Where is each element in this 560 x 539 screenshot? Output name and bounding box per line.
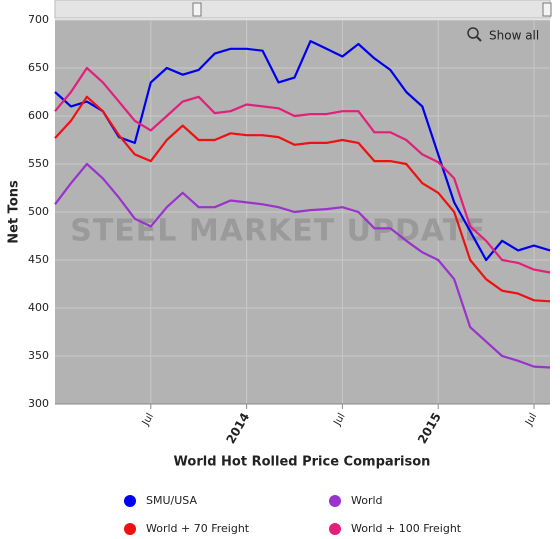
chart-title: World Hot Rolled Price Comparison bbox=[174, 455, 431, 470]
legend-item[interactable]: SMU/USA bbox=[124, 494, 197, 507]
x-tick-label: 2015 bbox=[415, 410, 444, 446]
legend-marker bbox=[329, 523, 341, 535]
legend-label: World + 70 Freight bbox=[146, 522, 250, 535]
zoom-icon bbox=[467, 27, 479, 39]
y-tick-label: 300 bbox=[28, 397, 49, 410]
legend-marker bbox=[124, 495, 136, 507]
series-line bbox=[54, 66, 551, 274]
y-tick-label: 500 bbox=[28, 205, 49, 218]
legend-label: World + 100 Freight bbox=[351, 522, 462, 535]
series-line bbox=[54, 40, 551, 262]
y-axis-label: Net Tons bbox=[7, 180, 22, 244]
x-tick-label: Jul bbox=[332, 412, 348, 429]
zoom-icon bbox=[476, 36, 482, 42]
show-all[interactable]: Show all bbox=[489, 29, 539, 43]
y-tick-label: 450 bbox=[28, 253, 49, 266]
legend-label: SMU/USA bbox=[146, 494, 197, 507]
y-tick-label: 600 bbox=[28, 109, 49, 122]
y-tick-label: 400 bbox=[28, 301, 49, 314]
y-tick-label: 700 bbox=[28, 13, 49, 26]
zoom-reset[interactable]: Show all bbox=[467, 27, 539, 43]
legend-item[interactable]: World + 100 Freight bbox=[329, 522, 462, 535]
legend-label: World bbox=[351, 494, 383, 507]
x-tick-label: Jul bbox=[523, 412, 539, 429]
legend-item[interactable]: World + 70 Freight bbox=[124, 522, 250, 535]
y-tick-label: 350 bbox=[28, 349, 49, 362]
navigator bbox=[54, 0, 551, 19]
watermark: STEEL MARKET UPDATE bbox=[70, 214, 486, 249]
y-tick-label: 650 bbox=[28, 61, 49, 74]
navigator-handle[interactable] bbox=[542, 2, 552, 17]
navigator-handle[interactable] bbox=[192, 2, 202, 17]
legend-item[interactable]: World bbox=[329, 494, 383, 507]
y-tick-label: 550 bbox=[28, 157, 49, 170]
series-line bbox=[54, 95, 551, 303]
legend-marker bbox=[329, 495, 341, 507]
legend-marker bbox=[124, 523, 136, 535]
x-tick-label: 2014 bbox=[223, 410, 252, 446]
series-line bbox=[54, 162, 551, 369]
x-tick-label: Jul bbox=[140, 412, 156, 429]
